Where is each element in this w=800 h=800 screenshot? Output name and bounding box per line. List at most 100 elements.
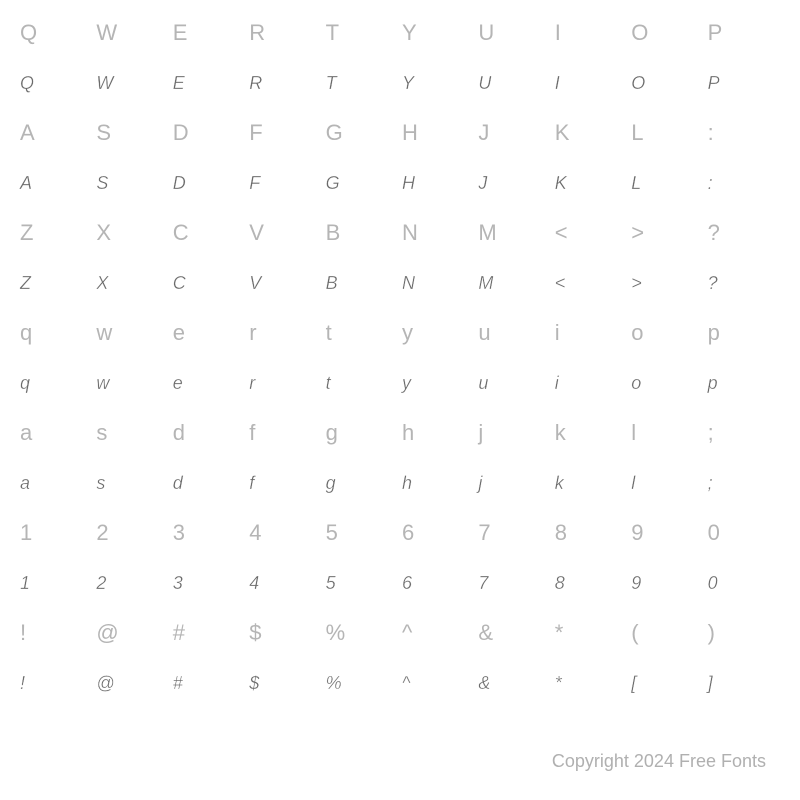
char-label: t: [326, 320, 332, 346]
char-glyph: 7: [478, 573, 488, 594]
char-glyph-cell: d: [171, 458, 247, 508]
char-glyph-cell: !: [18, 658, 94, 708]
char-label-cell: G: [324, 108, 400, 158]
char-glyph: j: [478, 473, 482, 494]
char-label: A: [20, 120, 35, 146]
char-label-cell: d: [171, 408, 247, 458]
char-glyph: t: [326, 373, 331, 394]
char-label: 9: [631, 520, 643, 546]
char-label-cell: 0: [706, 508, 782, 558]
char-label-cell: &: [476, 608, 552, 658]
char-glyph-cell: 6: [400, 558, 476, 608]
char-glyph-cell: C: [171, 258, 247, 308]
char-label-cell: W: [94, 8, 170, 58]
char-glyph-cell: F: [247, 158, 323, 208]
char-glyph: K: [555, 173, 567, 194]
char-label: ?: [708, 220, 720, 246]
char-glyph: y: [402, 373, 411, 394]
char-glyph-cell: @: [94, 658, 170, 708]
char-label-cell: V: [247, 208, 323, 258]
char-label: p: [708, 320, 720, 346]
char-label: q: [20, 320, 32, 346]
char-label: G: [326, 120, 343, 146]
char-glyph-cell: 7: [476, 558, 552, 608]
char-label: e: [173, 320, 185, 346]
char-glyph-cell: G: [324, 158, 400, 208]
char-glyph: %: [326, 673, 342, 694]
char-glyph: W: [96, 73, 113, 94]
char-glyph-cell: <: [553, 258, 629, 308]
char-label: 4: [249, 520, 261, 546]
char-glyph: e: [173, 373, 183, 394]
char-label: !: [20, 620, 26, 646]
char-glyph-cell: Z: [18, 258, 94, 308]
char-label-cell: 6: [400, 508, 476, 558]
char-label: Z: [20, 220, 33, 246]
char-label-cell: :: [706, 108, 782, 158]
char-label: E: [173, 20, 188, 46]
char-label-cell: 4: [247, 508, 323, 558]
char-glyph: u: [478, 373, 488, 394]
char-glyph-cell: S: [94, 158, 170, 208]
char-glyph: !: [20, 673, 25, 694]
char-glyph: a: [20, 473, 30, 494]
char-glyph-cell: y: [400, 358, 476, 408]
char-glyph: i: [555, 373, 559, 394]
char-label: 0: [708, 520, 720, 546]
char-label: s: [96, 420, 107, 446]
char-label: l: [631, 420, 636, 446]
char-label-cell: e: [171, 308, 247, 358]
char-glyph-cell: H: [400, 158, 476, 208]
char-glyph-cell: 0: [706, 558, 782, 608]
char-label: C: [173, 220, 189, 246]
char-glyph-cell: ^: [400, 658, 476, 708]
char-glyph-cell: q: [18, 358, 94, 408]
copyright-text: Copyright 2024 Free Fonts: [552, 751, 766, 772]
char-label-cell: D: [171, 108, 247, 158]
char-label: R: [249, 20, 265, 46]
char-label-cell: p: [706, 308, 782, 358]
char-label-cell: E: [171, 8, 247, 58]
char-label-cell: g: [324, 408, 400, 458]
char-label-cell: y: [400, 308, 476, 358]
char-glyph: I: [555, 73, 560, 94]
char-glyph: G: [326, 173, 340, 194]
char-label: $: [249, 620, 261, 646]
char-label-cell: H: [400, 108, 476, 158]
char-glyph-cell: $: [247, 658, 323, 708]
char-glyph-cell: j: [476, 458, 552, 508]
char-label: D: [173, 120, 189, 146]
char-glyph-cell: D: [171, 158, 247, 208]
char-glyph-cell: o: [629, 358, 705, 408]
char-glyph-cell: 5: [324, 558, 400, 608]
char-glyph: N: [402, 273, 415, 294]
char-glyph-cell: r: [247, 358, 323, 408]
char-glyph-cell: U: [476, 58, 552, 108]
char-label: @: [96, 620, 118, 646]
char-glyph-cell: ]: [706, 658, 782, 708]
char-glyph-cell: a: [18, 458, 94, 508]
char-glyph: V: [249, 273, 261, 294]
char-label: o: [631, 320, 643, 346]
char-label-cell: k: [553, 408, 629, 458]
char-glyph-cell: ?: [706, 258, 782, 308]
char-label: :: [708, 120, 714, 146]
char-glyph-cell: W: [94, 58, 170, 108]
char-glyph: k: [555, 473, 564, 494]
char-label-cell: 3: [171, 508, 247, 558]
char-label: T: [326, 20, 339, 46]
char-glyph-cell: E: [171, 58, 247, 108]
char-label: *: [555, 620, 564, 646]
char-label: M: [478, 220, 496, 246]
char-glyph-cell: [: [629, 658, 705, 708]
char-label-cell: ): [706, 608, 782, 658]
char-glyph: <: [555, 273, 566, 294]
char-label: 3: [173, 520, 185, 546]
char-label: N: [402, 220, 418, 246]
char-glyph-cell: A: [18, 158, 94, 208]
char-glyph-cell: R: [247, 58, 323, 108]
char-label: a: [20, 420, 32, 446]
char-label-cell: *: [553, 608, 629, 658]
char-glyph-cell: w: [94, 358, 170, 408]
char-glyph: s: [96, 473, 105, 494]
